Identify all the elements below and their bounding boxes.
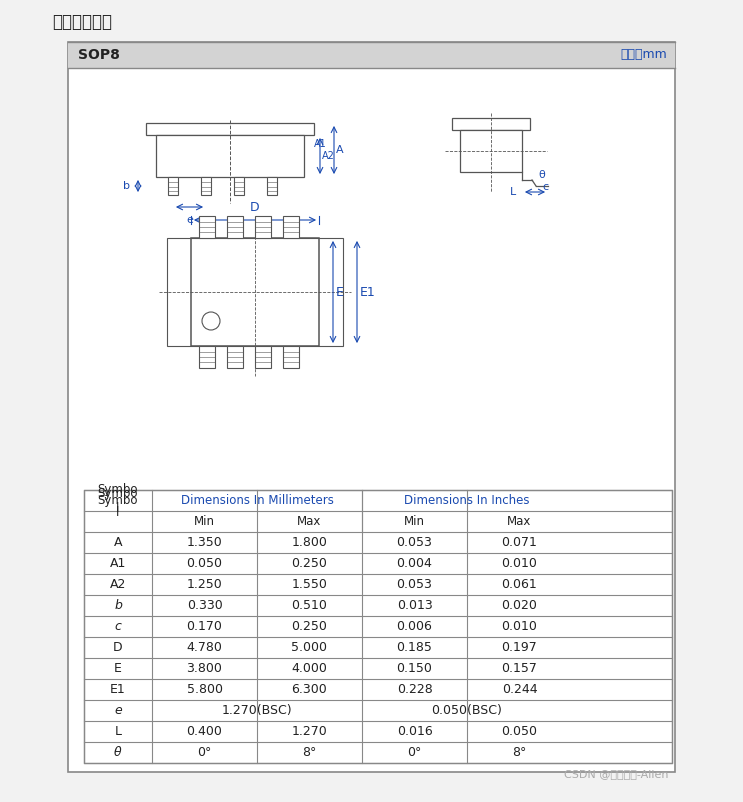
Text: 8°: 8° [513,746,527,759]
Bar [201,177,211,195]
Text: 0.050: 0.050 [502,725,537,738]
Text: E: E [114,662,122,675]
Text: 0°: 0° [198,746,212,759]
Text: Symbo: Symbo [98,483,138,496]
Text: 0.053: 0.053 [397,578,432,591]
Bar [234,177,244,195]
Text: A1: A1 [314,139,327,149]
Bar [199,216,215,238]
Text: 5.800: 5.800 [186,683,222,696]
Text: E1: E1 [360,286,376,298]
Text: Dimensions In Millimeters: Dimensions In Millimeters [181,494,334,507]
Text: 0.013: 0.013 [397,599,432,612]
Text: 0.004: 0.004 [397,557,432,570]
Bar [168,177,178,195]
Bar [68,42,675,68]
Text: Min: Min [194,515,215,528]
Text: 单位：mm: 单位：mm [620,48,667,62]
Bar [167,238,343,346]
Text: CSDN @青牛科技-Allen: CSDN @青牛科技-Allen [563,769,668,779]
Bar [68,42,675,772]
Text: 1.800: 1.800 [291,536,328,549]
Text: E1: E1 [110,683,126,696]
Text: A: A [114,536,123,549]
Text: 0.053: 0.053 [397,536,432,549]
Text: 1.270(BSC): 1.270(BSC) [221,704,292,717]
Text: 0.010: 0.010 [502,620,537,633]
Text: D: D [113,641,123,654]
Text: 8°: 8° [302,746,317,759]
Bar [255,216,271,238]
Text: E: E [336,286,344,298]
Text: D: D [250,201,260,214]
Text: c: c [542,182,548,192]
Bar [146,123,314,135]
Text: Symbo: Symbo [98,494,138,507]
Text: Max: Max [507,515,532,528]
Text: 0.150: 0.150 [397,662,432,675]
Text: 封装外形图：: 封装外形图： [52,13,112,31]
Text: Symbo
l: Symbo l [98,487,138,515]
Bar [255,346,271,368]
Bar [283,346,299,368]
Text: L: L [114,725,122,738]
Text: A2: A2 [110,578,126,591]
Text: L: L [510,187,516,197]
Text: 0.016: 0.016 [397,725,432,738]
Text: 0.170: 0.170 [186,620,222,633]
Text: 1.550: 1.550 [291,578,328,591]
Bar [452,118,530,130]
Text: A2: A2 [322,151,335,161]
Text: c: c [114,620,121,633]
Text: Min: Min [404,515,425,528]
Text: e: e [186,215,193,225]
Text: 0.244: 0.244 [502,683,537,696]
Bar [460,130,522,172]
Bar [267,177,277,195]
Text: 0.010: 0.010 [502,557,537,570]
Bar [191,238,319,346]
Text: 1.350: 1.350 [186,536,222,549]
Text: θ: θ [114,746,122,759]
Bar [84,490,672,763]
Bar [156,135,304,177]
Text: l: l [117,505,120,519]
Text: 0.061: 0.061 [502,578,537,591]
Text: 0.071: 0.071 [502,536,537,549]
Text: 3.800: 3.800 [186,662,222,675]
Text: 0.020: 0.020 [502,599,537,612]
Bar [283,216,299,238]
Text: 0.050: 0.050 [186,557,222,570]
Text: 0.510: 0.510 [291,599,328,612]
Text: 0.197: 0.197 [502,641,537,654]
Text: 0.400: 0.400 [186,725,222,738]
Text: 0.250: 0.250 [291,557,328,570]
Text: 1.270: 1.270 [291,725,328,738]
Text: 0°: 0° [407,746,422,759]
Text: 1.250: 1.250 [186,578,222,591]
Bar [199,346,215,368]
Text: 0.185: 0.185 [397,641,432,654]
Text: 0.157: 0.157 [502,662,537,675]
Text: b: b [123,181,130,191]
Text: e: e [114,704,122,717]
Text: Dimensions In Inches: Dimensions In Inches [404,494,530,507]
Text: 5.000: 5.000 [291,641,328,654]
Text: SOP8: SOP8 [78,48,120,62]
Text: A: A [336,145,343,155]
Text: 0.228: 0.228 [397,683,432,696]
Text: 4.000: 4.000 [291,662,328,675]
Text: 0.050(BSC): 0.050(BSC) [432,704,502,717]
Text: 0.006: 0.006 [397,620,432,633]
Bar [227,346,243,368]
Text: 6.300: 6.300 [291,683,328,696]
Text: 0.330: 0.330 [186,599,222,612]
Text: 0.250: 0.250 [291,620,328,633]
Text: θ: θ [538,170,545,180]
Text: Max: Max [297,515,322,528]
Text: 4.780: 4.780 [186,641,222,654]
Bar [227,216,243,238]
Text: A1: A1 [110,557,126,570]
Text: b: b [114,599,122,612]
